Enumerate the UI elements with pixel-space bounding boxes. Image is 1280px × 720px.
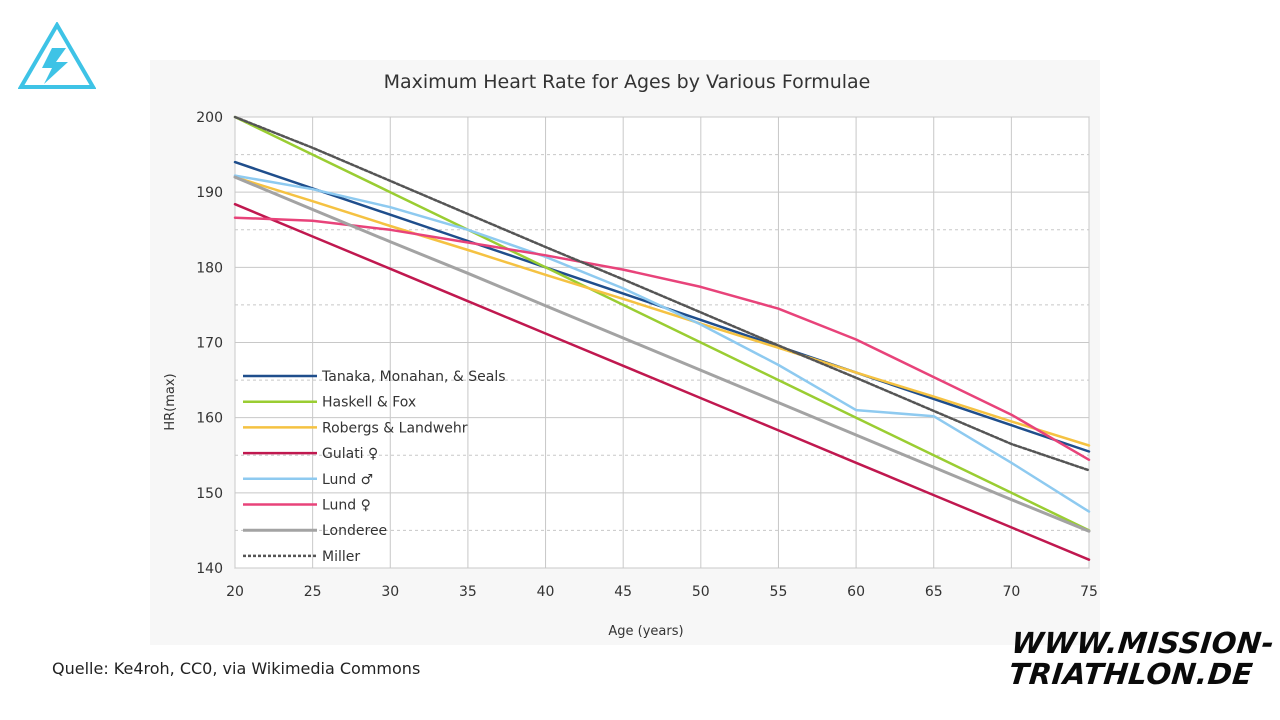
series-line — [233, 115, 1091, 472]
y-tick-label: 200 — [196, 110, 223, 126]
x-tick-label: 50 — [692, 584, 710, 600]
x-tick-label: 75 — [1080, 584, 1098, 600]
legend-label: Londeree — [322, 523, 387, 539]
x-tick-label: 60 — [847, 584, 865, 600]
legend-label: Lund ♀ — [322, 498, 371, 514]
chart-title: Maximum Heart Rate for Ages by Various F… — [384, 71, 871, 93]
x-tick-label: 40 — [537, 584, 555, 600]
y-tick-label: 170 — [196, 336, 223, 352]
y-tick-label: 150 — [196, 486, 223, 502]
heart-rate-chart: Maximum Heart Rate for Ages by Various F… — [163, 71, 1098, 639]
series-line — [233, 175, 1091, 533]
legend-label: Gulati ♀ — [322, 446, 378, 462]
source-credit: Quelle: Ke4roh, CC0, via Wikimedia Commo… — [52, 659, 421, 678]
chart-area: Maximum Heart Rate for Ages by Various F… — [150, 60, 1100, 645]
series-line — [233, 202, 1091, 561]
x-tick-label: 20 — [226, 584, 244, 600]
y-axis-label: HR(max) — [163, 373, 178, 430]
triangle-lightning-logo-icon — [18, 22, 96, 89]
legend-label: Lund ♂ — [322, 472, 373, 488]
x-tick-label: 25 — [304, 584, 322, 600]
y-tick-label: 190 — [196, 185, 223, 201]
series-line — [233, 174, 1091, 513]
x-tick-label: 30 — [381, 584, 399, 600]
y-tick-label: 160 — [196, 411, 223, 427]
series-line — [233, 175, 1091, 447]
legend-label: Robergs & Landwehr — [322, 420, 468, 436]
x-tick-label: 65 — [925, 584, 943, 600]
legend-label: Tanaka, Monahan, & Seals — [321, 369, 506, 385]
y-tick-label: 180 — [196, 260, 223, 276]
x-tick-label: 70 — [1002, 584, 1020, 600]
y-tick-label: 140 — [196, 561, 223, 577]
legend-label: Haskell & Fox — [322, 395, 416, 411]
series-line — [233, 216, 1091, 462]
x-tick-label: 45 — [614, 584, 632, 600]
x-axis-label: Age (years) — [608, 624, 683, 639]
x-tick-label: 35 — [459, 584, 477, 600]
brand-wordmark: WWW.MISSION- TRIATHLON.DE — [1007, 626, 1277, 691]
legend-label: Miller — [322, 549, 360, 565]
brand-line-1: WWW.MISSION- — [1009, 626, 1277, 660]
x-tick-label: 55 — [770, 584, 788, 600]
series-line — [233, 115, 1091, 532]
brand-line-2: TRIATHLON.DE — [1007, 657, 1255, 691]
